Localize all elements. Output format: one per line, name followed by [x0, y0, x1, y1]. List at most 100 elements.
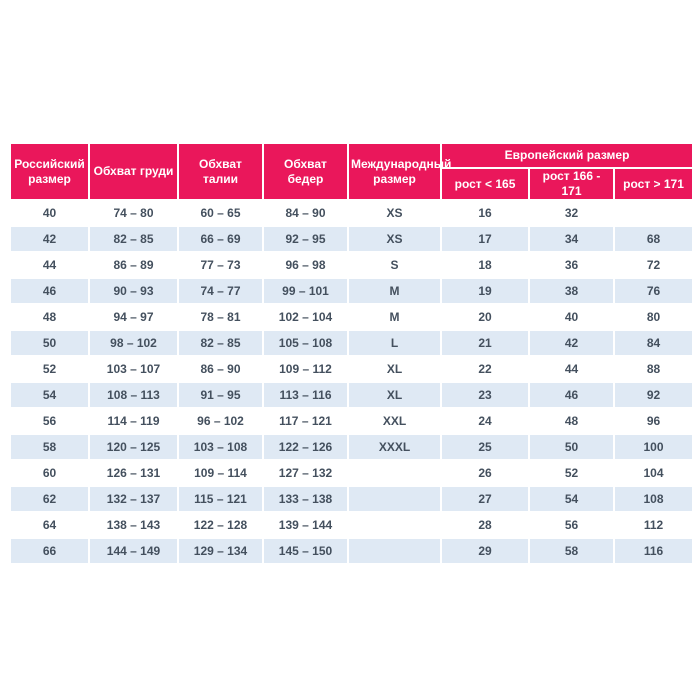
table-cell: 126 – 131 — [88, 459, 179, 487]
col-header-height-lt-165: рост < 165 — [440, 167, 530, 201]
col-header-waist: Обхват талии — [177, 142, 264, 201]
table-cell: XXL — [347, 407, 442, 435]
table-cell: 23 — [440, 381, 530, 409]
table-cell: 58 — [9, 433, 90, 461]
table-cell: M — [347, 277, 442, 305]
table-cell: S — [347, 251, 442, 279]
table-cell: 92 – 95 — [262, 225, 349, 253]
table-cell: XS — [347, 225, 442, 253]
table-cell: 91 – 95 — [177, 381, 264, 409]
table-row: 66 144 – 149 129 – 134 145 – 150 29 58 116 — [9, 537, 695, 565]
table-cell: 48 — [9, 303, 90, 331]
table-cell: 109 – 112 — [262, 355, 349, 383]
table-row: 46 90 – 93 74 – 77 99 – 101 M 19 38 76 — [9, 277, 695, 305]
table-cell: 133 – 138 — [262, 485, 349, 513]
table-row: 52 103 – 107 86 – 90 109 – 112 XL 22 44 88 — [9, 355, 695, 383]
table-cell: 32 — [528, 199, 615, 227]
table-cell: 102 – 104 — [262, 303, 349, 331]
table-cell: 96 — [612, 407, 695, 435]
table-cell: 21 — [440, 329, 530, 357]
table-cell: 52 — [528, 459, 615, 487]
table-cell: 113 – 116 — [262, 381, 349, 409]
table-cell: 34 — [528, 225, 615, 253]
table-row: 48 94 – 97 78 – 81 102 – 104 M 20 40 80 — [9, 303, 695, 331]
table-cell: 78 – 81 — [177, 303, 264, 331]
table-cell: 60 – 65 — [177, 199, 264, 227]
table-cell: 86 – 89 — [88, 251, 179, 279]
table-cell: 99 – 101 — [262, 277, 349, 305]
table-cell: 138 – 143 — [88, 511, 179, 539]
table-row: 56 114 – 119 96 – 102 117 – 121 XXL 24 48 96 — [9, 407, 695, 435]
table-cell: 40 — [528, 303, 615, 331]
table-cell: 54 — [528, 485, 615, 513]
table-cell: 120 – 125 — [88, 433, 179, 461]
table-cell: 122 – 128 — [177, 511, 264, 539]
table-row: 62 132 – 137 115 – 121 133 – 138 27 54 108 — [9, 485, 695, 513]
table-cell: 84 — [612, 329, 695, 357]
table-cell: 44 — [528, 355, 615, 383]
table-cell: 108 — [612, 485, 695, 513]
table-cell: 28 — [440, 511, 530, 539]
table-cell: 46 — [528, 381, 615, 409]
table-cell: 56 — [528, 511, 615, 539]
table-cell: 144 – 149 — [88, 537, 179, 565]
table-cell: 84 – 90 — [262, 199, 349, 227]
table-cell: 88 — [612, 355, 695, 383]
table-cell: 77 – 73 — [177, 251, 264, 279]
table-cell: 114 – 119 — [88, 407, 179, 435]
table-cell: 46 — [9, 277, 90, 305]
table-cell: 40 — [9, 199, 90, 227]
table-cell: 74 – 80 — [88, 199, 179, 227]
table-row: 60 126 – 131 109 – 114 127 – 132 26 52 104 — [9, 459, 695, 487]
table-header: Российский размер Обхват груди Обхват та… — [9, 142, 695, 201]
table-cell: 54 — [9, 381, 90, 409]
table-cell: 129 – 134 — [177, 537, 264, 565]
col-header-height-gt-171: рост > 171 — [612, 167, 695, 201]
table-cell: 145 – 150 — [262, 537, 349, 565]
table-cell: 24 — [440, 407, 530, 435]
table-cell: 76 — [612, 277, 695, 305]
table-cell: 52 — [9, 355, 90, 383]
table-cell: 62 — [9, 485, 90, 513]
table-cell: 116 — [612, 537, 695, 565]
table-cell: 66 — [9, 537, 90, 565]
col-header-european-size: Европейский размер — [439, 142, 695, 169]
table-cell: 66 – 69 — [177, 225, 264, 253]
table-cell: 96 – 98 — [262, 251, 349, 279]
table-cell: 103 – 108 — [177, 433, 264, 461]
table-cell: 48 — [528, 407, 615, 435]
table-cell: L — [347, 329, 442, 357]
table-cell — [347, 459, 442, 487]
table-cell — [612, 199, 695, 227]
table-cell — [347, 511, 442, 539]
table-cell: 86 – 90 — [177, 355, 264, 383]
table-cell: XL — [347, 355, 442, 383]
table-cell: 42 — [9, 225, 90, 253]
table-cell: 36 — [528, 251, 615, 279]
table-cell: 72 — [612, 251, 695, 279]
table-cell: 100 — [612, 433, 695, 461]
table-cell: 17 — [440, 225, 530, 253]
table-cell: 38 — [528, 277, 615, 305]
table-cell: 127 – 132 — [262, 459, 349, 487]
table-cell: 117 – 121 — [262, 407, 349, 435]
table-cell: 68 — [612, 225, 695, 253]
table-row: 42 82 – 85 66 – 69 92 – 95 XS 17 34 68 — [9, 225, 695, 253]
table-cell: 58 — [528, 537, 615, 565]
table-cell: 98 – 102 — [88, 329, 179, 357]
table-row: 50 98 – 102 82 – 85 105 – 108 L 21 42 84 — [9, 329, 695, 357]
col-header-height-166-171: рост 166 - 171 — [528, 167, 615, 201]
col-header-chest: Обхват груди — [88, 142, 179, 201]
table-row: 58 120 – 125 103 – 108 122 – 126 XXXL 25 50 100 — [9, 433, 695, 461]
table-cell: 56 — [9, 407, 90, 435]
table-cell: 115 – 121 — [177, 485, 264, 513]
size-chart-table: Российский размер Обхват груди Обхват та… — [9, 142, 695, 565]
table-row: 54 108 – 113 91 – 95 113 – 116 XL 23 46 92 — [9, 381, 695, 409]
table-cell: 82 – 85 — [88, 225, 179, 253]
table-cell: 50 — [528, 433, 615, 461]
table-cell: 122 – 126 — [262, 433, 349, 461]
table-cell: XS — [347, 199, 442, 227]
table-cell: 18 — [440, 251, 530, 279]
table-cell: 26 — [440, 459, 530, 487]
